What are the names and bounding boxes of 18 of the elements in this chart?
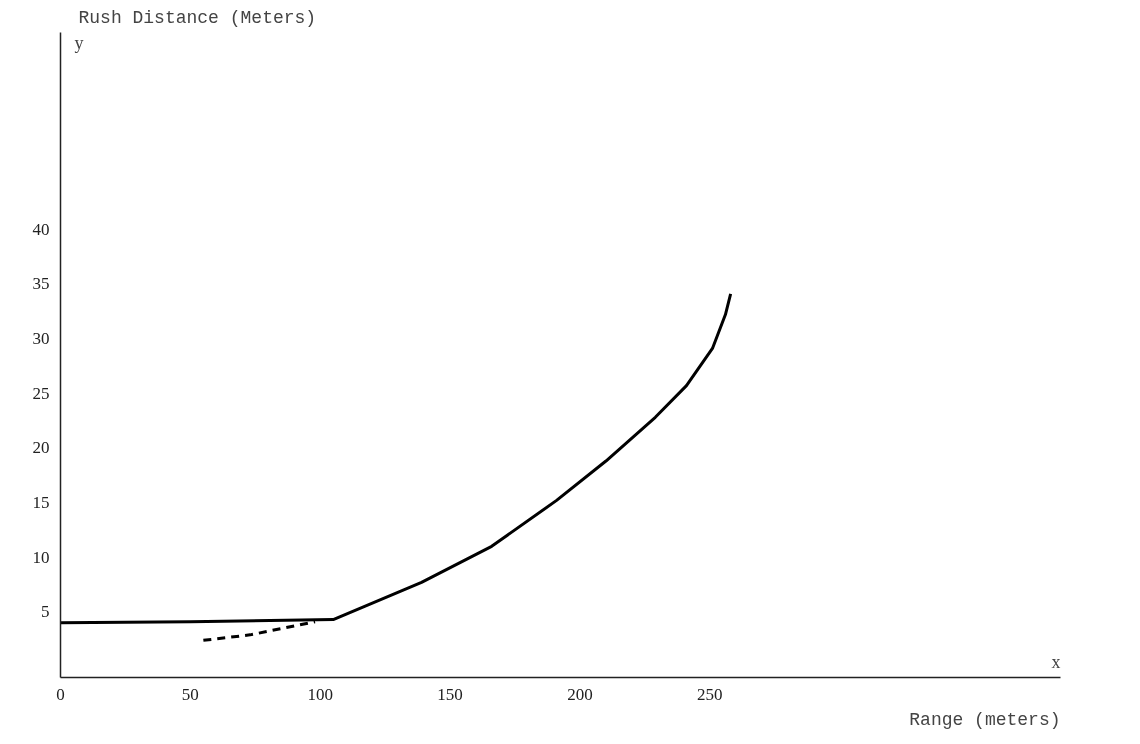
x-tick-label: 150 — [437, 684, 463, 704]
y-tick-label: 25 — [32, 383, 50, 403]
annotation: y — [74, 32, 84, 53]
x-tick-label: 250 — [697, 684, 723, 704]
annotation: x — [1051, 651, 1061, 672]
y-axis-title: Rush Distance (Meters) — [78, 7, 317, 28]
y-tick-label: 5 — [41, 602, 50, 622]
x-tick-label: 200 — [567, 684, 593, 704]
y-tick-label: 10 — [32, 547, 50, 567]
y-tick-label: 35 — [32, 274, 50, 294]
x-axis-title: Range (meters) — [909, 709, 1061, 730]
x-tick-label: 50 — [181, 684, 199, 704]
y-tick-label: 30 — [32, 329, 50, 349]
y-tick-label: 20 — [32, 438, 50, 458]
y-tick-label: 40 — [32, 219, 50, 239]
x-tick-label: 100 — [307, 684, 333, 704]
y-tick-label: 15 — [32, 493, 50, 513]
x-tick-label: 0 — [56, 684, 65, 704]
